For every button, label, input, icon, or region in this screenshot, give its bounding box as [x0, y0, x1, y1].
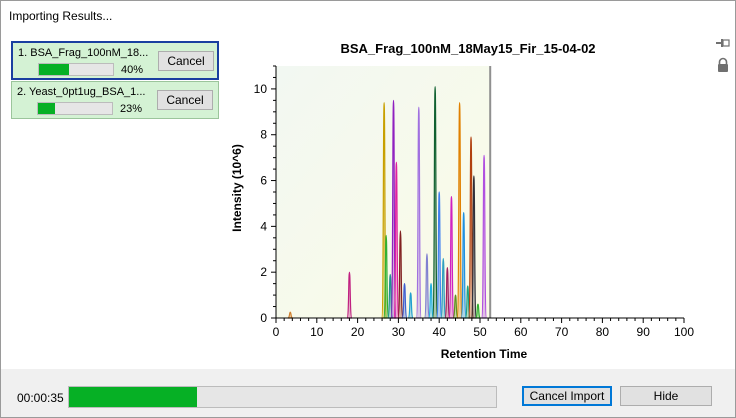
hide-button[interactable]: Hide — [620, 386, 712, 406]
y-tick-label: 10 — [254, 82, 268, 96]
window-title: Importing Results... — [9, 9, 113, 23]
chromatogram-peak — [436, 191, 443, 319]
chromatogram-peak — [440, 257, 447, 319]
y-tick-label: 0 — [260, 311, 267, 325]
title-bar: Importing Results... — [1, 1, 735, 31]
chromatogram-peak — [346, 271, 353, 319]
chromatogram-peak — [401, 283, 408, 319]
chart-title: BSA_Frag_100nM_18May15_Fir_15-04-02 — [340, 41, 595, 56]
chromatogram-peak — [407, 292, 414, 319]
chromatogram-peak — [474, 303, 482, 319]
job-percent: 23% — [120, 103, 143, 115]
chromatogram-peak — [444, 266, 451, 319]
x-tick-label: 100 — [674, 325, 694, 339]
chromatogram-peak — [383, 234, 390, 319]
x-tick-label: 0 — [273, 325, 280, 339]
chromatogram-peak — [427, 283, 435, 319]
chromatogram-peak — [460, 212, 467, 319]
x-tick-label: 40 — [433, 325, 447, 339]
x-tick-label: 90 — [637, 325, 651, 339]
x-tick-label: 80 — [596, 325, 610, 339]
chromatogram-peak — [415, 106, 422, 319]
job-progress-fill — [39, 64, 69, 75]
job-name: 2. Yeast_0pt1ug_BSA_1... — [17, 86, 146, 98]
job-cancel-button[interactable]: Cancel — [158, 51, 214, 71]
job-progress-bar — [38, 63, 114, 76]
overall-progress-fill — [69, 387, 198, 407]
chromatogram-peak — [470, 175, 477, 319]
chromatogram-peak — [448, 195, 455, 319]
chromatogram-peak — [387, 273, 394, 319]
chromatogram-peak — [397, 230, 404, 319]
import-job[interactable]: 1. BSA_Frag_100nM_18... 40% Cancel — [11, 41, 219, 80]
chromatogram-peak — [423, 253, 431, 319]
y-tick-label: 8 — [260, 128, 267, 142]
job-cancel-button[interactable]: Cancel — [157, 90, 213, 110]
x-tick-label: 10 — [310, 325, 324, 339]
x-axis-label: Retention Time — [441, 347, 528, 361]
chromatogram-peak — [456, 102, 463, 319]
chromatogram-peak — [393, 161, 400, 319]
footer: 00:00:35 Cancel Import Hide — [1, 369, 735, 417]
elapsed-time: 00:00:35 — [17, 391, 64, 405]
chromatogram-peak — [464, 285, 471, 319]
x-tick-label: 50 — [473, 325, 487, 339]
chromatogram-chart: BSA_Frag_100nM_18May15_Fir_15-04-02 0 10 2… — [230, 41, 694, 361]
chromatogram-peak — [481, 154, 488, 319]
x-tick-label: 30 — [392, 325, 406, 339]
chromatogram-peak — [287, 311, 293, 319]
axes: 0 10 20 30 40 50 60 70 80 90 100 0 2 4 6 8 10 — [254, 65, 694, 339]
lock-icon[interactable] — [715, 57, 731, 73]
job-name: 1. BSA_Frag_100nM_18... — [18, 47, 149, 59]
y-tick-label: 4 — [260, 219, 267, 233]
import-job[interactable]: 2. Yeast_0pt1ug_BSA_1... 23% Cancel — [11, 81, 219, 119]
job-percent: 40% — [121, 64, 144, 76]
cancel-import-button[interactable]: Cancel Import — [522, 386, 612, 406]
x-tick-label: 60 — [514, 325, 528, 339]
chromatogram-peak — [452, 294, 459, 319]
y-tick-label: 6 — [260, 174, 267, 188]
chromatogram-peak — [432, 86, 439, 319]
y-axis-label: Intensity (10^6) — [230, 144, 244, 232]
x-tick-label: 70 — [555, 325, 569, 339]
job-progress-fill — [38, 103, 56, 114]
peak-series — [287, 86, 488, 319]
x-tick-label: 20 — [351, 325, 365, 339]
overall-progress-bar — [68, 386, 497, 408]
y-tick-label: 2 — [260, 265, 267, 279]
job-progress-bar — [37, 102, 113, 115]
import-queue: 1. BSA_Frag_100nM_18... 40% Cancel 2. Ye… — [11, 41, 219, 121]
pin-icon[interactable] — [715, 37, 731, 49]
